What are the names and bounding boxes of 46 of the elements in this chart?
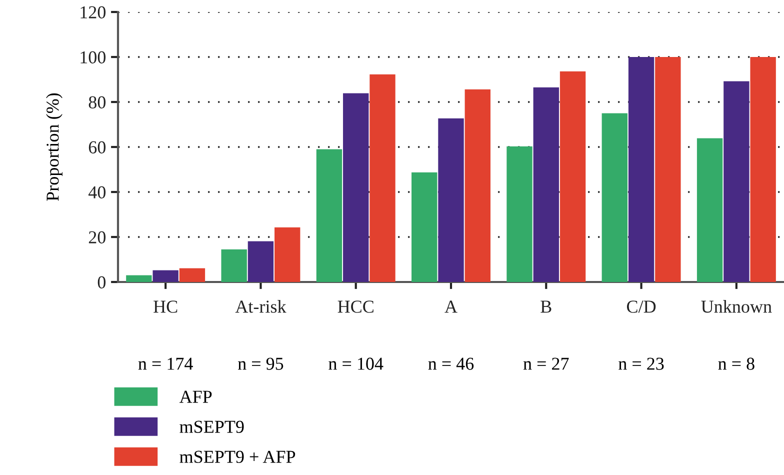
text: n = 46	[428, 358, 474, 370]
bar	[628, 57, 654, 282]
bar	[750, 57, 776, 282]
y-axis-title: Proportion (%)	[46, 93, 62, 201]
y-tick-label: 0	[98, 276, 106, 288]
bar	[274, 227, 300, 282]
x-tick-label: A	[444, 300, 458, 313]
bar	[438, 118, 464, 282]
x-tick-label: B	[540, 300, 552, 313]
text: n = 174	[138, 358, 193, 370]
x-tick-label: Unknown	[701, 300, 772, 313]
y-tick-label: 60	[88, 141, 106, 154]
x-tick-label: C/D	[626, 300, 656, 313]
bar	[152, 270, 178, 282]
bar	[560, 71, 586, 282]
text: n = 95	[238, 358, 284, 370]
bar	[533, 87, 559, 282]
bar	[506, 146, 532, 282]
bar	[343, 93, 369, 282]
bar	[221, 249, 247, 282]
bar	[370, 74, 396, 282]
text: n = 23	[618, 358, 664, 370]
bar	[464, 89, 490, 282]
x-tick-label: At-risk	[235, 300, 286, 313]
legend-label: mSEPT9 + AFP	[180, 450, 296, 463]
y-tick-label: 120	[80, 6, 106, 18]
bar	[724, 81, 750, 282]
text: n = 8	[718, 358, 754, 370]
bar	[696, 138, 723, 282]
x-tick-label: HCC	[338, 300, 374, 313]
legend-label: mSEPT9	[180, 420, 244, 433]
y-tick-label: 20	[88, 231, 106, 244]
bar	[412, 172, 438, 282]
text: n = 104	[328, 358, 384, 370]
bar	[655, 57, 681, 282]
bar	[126, 275, 152, 282]
bar	[179, 268, 206, 282]
bar	[316, 149, 342, 282]
y-tick-label: 40	[88, 186, 106, 198]
bar	[602, 113, 628, 282]
x-tick-label: HC	[154, 300, 178, 313]
y-tick-label: 80	[88, 96, 106, 108]
text: n = 27	[523, 358, 569, 370]
legend-label: AFP	[179, 390, 212, 403]
y-tick-label: 100	[80, 51, 106, 64]
bar	[248, 241, 274, 282]
